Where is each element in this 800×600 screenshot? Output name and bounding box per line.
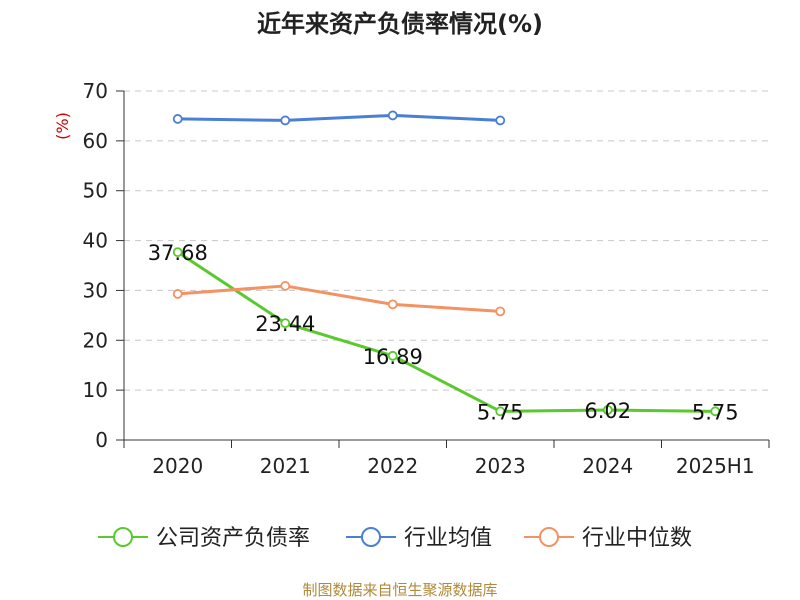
y-tick-label: 30 [83, 278, 108, 302]
y-axis-unit: (%) [53, 112, 72, 140]
x-tick-label: 2024 [582, 454, 633, 478]
data-label: 5.75 [692, 400, 739, 424]
y-tick-label: 0 [95, 428, 108, 452]
data-point[interactable] [172, 247, 183, 258]
data-point[interactable] [172, 289, 183, 299]
chart-title: 近年来资产负债率情况(%) [257, 10, 543, 38]
data-point[interactable] [280, 115, 291, 126]
legend-item-0[interactable]: 公司资产负债率 [98, 526, 310, 551]
x-tick-label: 2022 [367, 454, 418, 478]
data-source-note: 制图数据来自恒生聚源数据库 [302, 581, 497, 599]
data-labels: 37.68 23.44 16.89 5.75 6.02 5.75 [148, 241, 739, 424]
y-tick-label: 70 [83, 79, 108, 103]
legend[interactable]: 公司资产负债率 行业均值 行业中位数 [98, 526, 692, 551]
legend-marker [361, 527, 381, 547]
y-tick-label: 40 [83, 229, 108, 253]
series-line-0 [176, 250, 716, 413]
data-point[interactable] [602, 405, 613, 415]
legend-label: 公司资产负债率 [156, 526, 310, 551]
data-point[interactable] [387, 350, 398, 361]
y-tick-label: 20 [83, 328, 108, 352]
data-label: 6.02 [584, 399, 631, 423]
y-tick-label: 60 [83, 129, 108, 153]
data-point[interactable] [280, 281, 291, 291]
data-label: 5.75 [477, 400, 524, 424]
legend-marker [113, 527, 133, 547]
legend-label: 行业均值 [404, 526, 492, 551]
x-tick-label: 2021 [260, 454, 311, 478]
data-label: 37.68 [148, 241, 208, 265]
data-point[interactable] [495, 406, 506, 417]
data-point[interactable] [280, 318, 291, 329]
grid [124, 90, 769, 391]
series-line-2 [177, 284, 501, 313]
x-tick-label: 2020 [152, 454, 203, 478]
axes: 0 10 20 30 40 50 60 70 2020 2021 2022 2023 2024 2025H… [83, 79, 770, 478]
data-point[interactable] [172, 114, 183, 124]
legend-item-2[interactable]: 行业中位数 [524, 526, 692, 551]
data-point[interactable] [387, 110, 398, 121]
legend-item-1[interactable]: 行业均值 [346, 526, 492, 551]
y-tick-label: 10 [83, 378, 108, 402]
data-label: 16.89 [363, 345, 423, 369]
data-point[interactable] [495, 115, 506, 126]
x-tick-label: 2023 [475, 454, 526, 478]
series-group [172, 110, 721, 417]
x-tick-label: 2025H1 [676, 454, 755, 478]
y-tick-label: 50 [83, 179, 108, 203]
legend-marker [539, 527, 559, 547]
legend-label: 行业中位数 [582, 526, 692, 551]
data-label: 23.44 [255, 312, 315, 336]
data-point[interactable] [387, 299, 398, 310]
data-point[interactable] [495, 306, 506, 317]
series-line-1 [177, 113, 501, 122]
data-point[interactable] [710, 406, 721, 417]
